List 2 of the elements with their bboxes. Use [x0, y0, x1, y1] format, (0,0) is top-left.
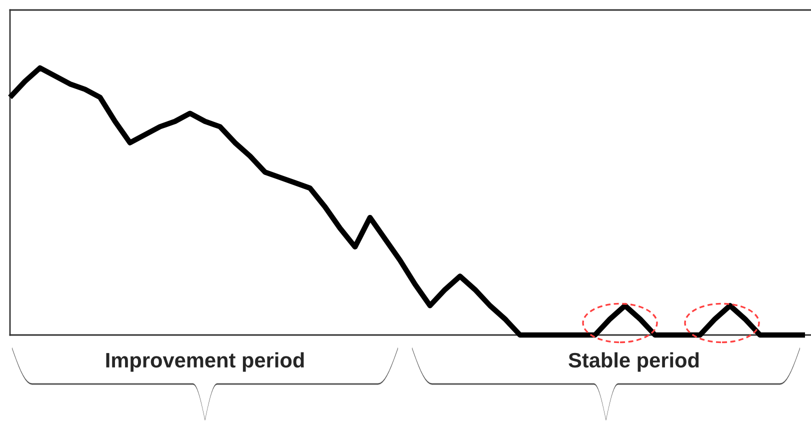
text: Stable period [568, 352, 699, 372]
text: Improvement period [106, 352, 304, 372]
